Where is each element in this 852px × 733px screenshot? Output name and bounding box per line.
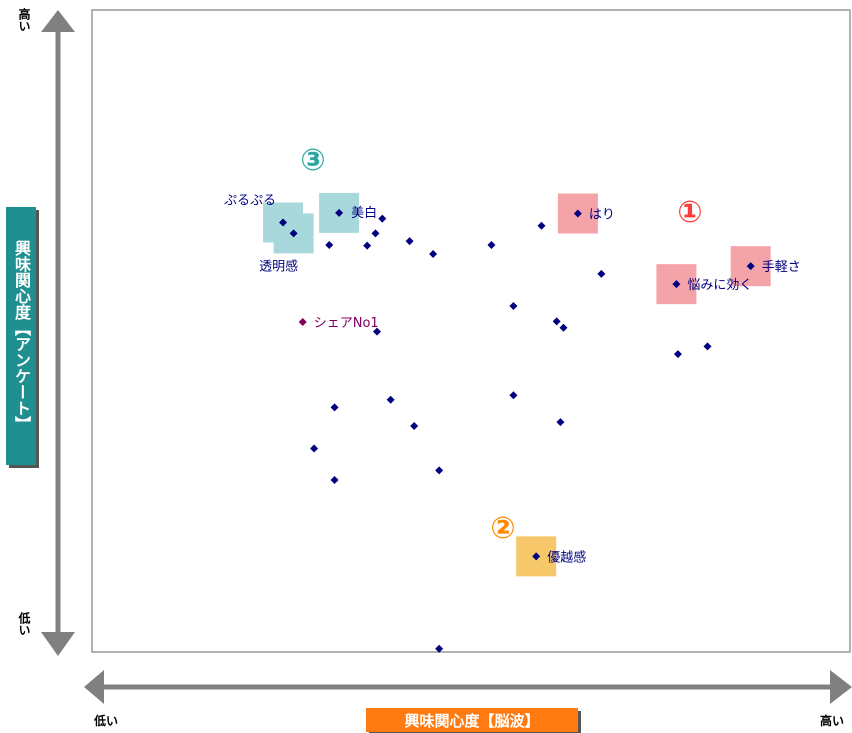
- data-point: [429, 249, 438, 258]
- data-point: [537, 221, 546, 230]
- y-axis-title: 興味関心度【アンケート】: [6, 207, 36, 465]
- point-label: はり: [589, 208, 615, 223]
- group-marker: ①: [677, 195, 702, 230]
- point-label: 手軽さ: [762, 260, 801, 275]
- data-point: [363, 241, 372, 250]
- data-point: [386, 395, 395, 404]
- x-axis-title: 興味関心度【脳波】: [366, 708, 578, 732]
- data-point: [298, 318, 307, 327]
- data-point: [435, 466, 444, 475]
- point-label: シェアNo1: [314, 316, 379, 331]
- y-axis-title-text: 興味関心度【アンケート】: [12, 240, 31, 432]
- data-point: [325, 240, 334, 249]
- point-label: 美白: [351, 205, 377, 221]
- data-point: [552, 317, 561, 326]
- point-label: ぷるぷる: [224, 194, 276, 209]
- data-point: [330, 403, 339, 412]
- x-axis-arrow: [84, 670, 852, 704]
- group-marker: ②: [490, 511, 515, 546]
- data-point: [573, 209, 582, 218]
- x-axis-low-label: 低い: [94, 714, 119, 728]
- x-axis-title-text: 興味関心度【脳波】: [404, 711, 540, 730]
- group-markers-layer: ① ② ③: [300, 143, 702, 546]
- data-point: [279, 218, 288, 227]
- y-axis-low-label: 低い: [17, 612, 31, 636]
- data-point: [746, 262, 755, 271]
- data-point: [532, 552, 541, 561]
- plot-frame: [91, 9, 851, 653]
- point-label: 悩みに効く: [687, 278, 752, 293]
- data-point: [509, 301, 518, 310]
- data-point: [487, 240, 496, 249]
- points-layer: [279, 208, 755, 653]
- x-axis-high-label: 高い: [820, 714, 845, 728]
- data-point: [289, 229, 298, 238]
- data-point: [597, 269, 606, 278]
- data-point: [509, 391, 518, 400]
- data-point: [330, 475, 339, 484]
- y-axis-arrow: [41, 10, 75, 656]
- data-point: [335, 208, 344, 217]
- data-point: [410, 422, 419, 431]
- data-point: [310, 444, 319, 453]
- point-label: 優越感: [547, 549, 586, 565]
- y-axis-high-label: 高い: [17, 8, 31, 32]
- group-marker: ③: [300, 143, 325, 178]
- point-label: 透明感: [259, 258, 298, 274]
- data-point: [672, 280, 681, 289]
- data-point: [673, 350, 682, 359]
- data-point: [556, 418, 565, 427]
- data-point: [703, 342, 712, 351]
- data-point: [559, 323, 568, 332]
- data-point: [378, 214, 387, 223]
- data-point: [435, 644, 444, 653]
- data-point: [405, 237, 414, 246]
- data-point: [371, 229, 380, 238]
- data-point: [373, 327, 382, 336]
